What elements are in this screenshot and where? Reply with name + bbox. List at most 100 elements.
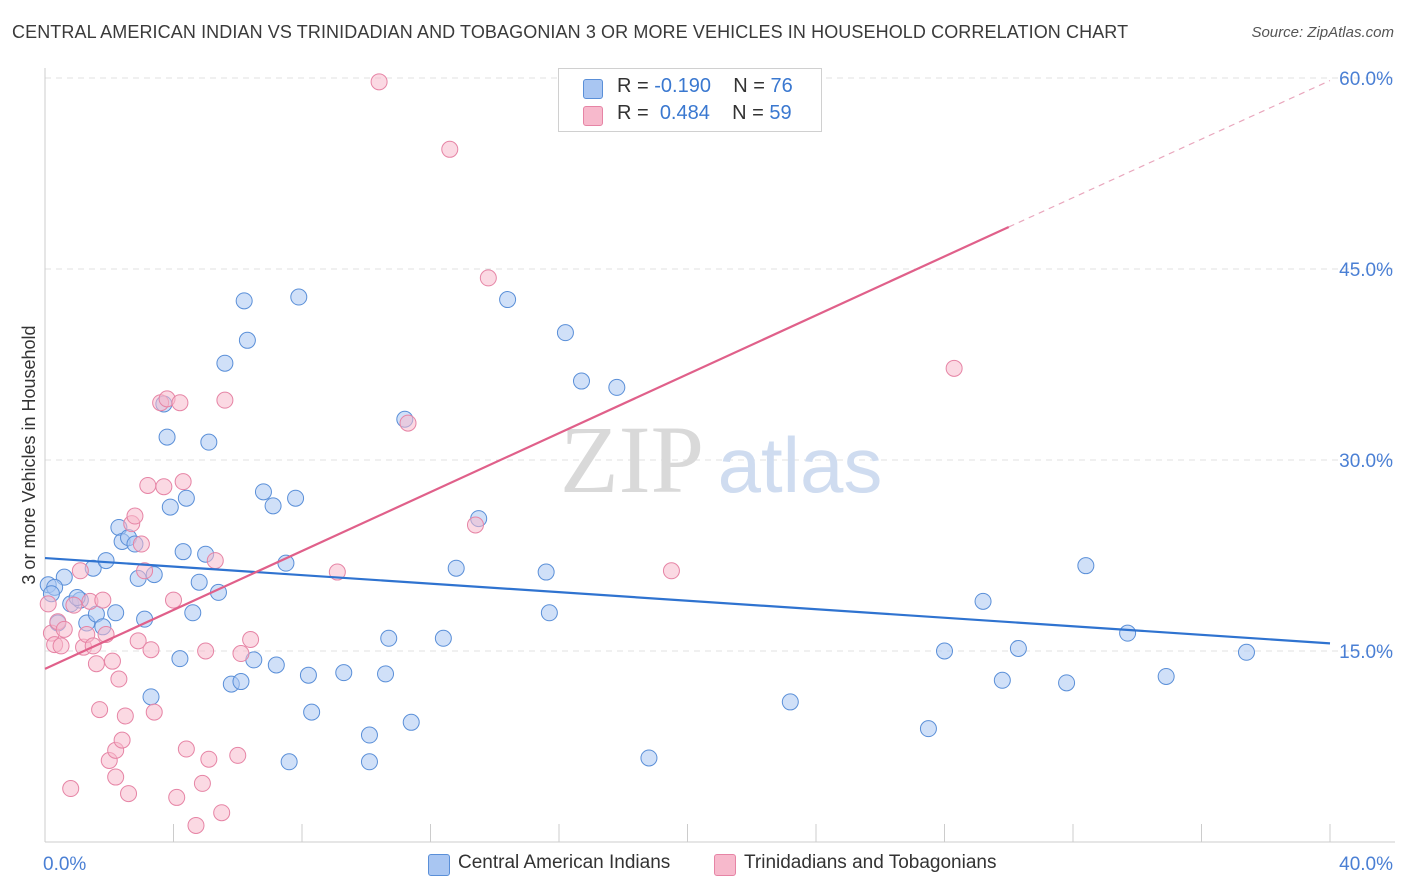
point-central-american-indians [434,629,452,647]
point-central-american-indians [608,378,626,396]
point-trinidadians-tobagonians [71,562,89,580]
bottom-legend-swatch-pink [714,854,736,876]
point-central-american-indians [936,642,953,660]
point-trinidadians-tobagonians [103,652,121,670]
point-central-american-indians [235,292,253,310]
point-trinidadians-tobagonians [662,562,680,580]
point-central-american-indians [360,726,378,744]
trend-line-blue [44,556,1331,645]
trend-line-pink [44,225,1010,670]
point-trinidadians-tobagonians [55,620,73,638]
point-central-american-indians [335,664,353,682]
point-central-american-indians [216,354,234,372]
point-central-american-indians [572,372,590,390]
point-trinidadians-tobagonians [479,269,497,287]
point-central-american-indians [1157,667,1175,685]
point-central-american-indians [280,753,298,771]
legend-r-value-blue: -0.190 [654,75,711,97]
point-central-american-indians [499,291,517,309]
bottom-legend-swatch-blue [428,854,450,876]
point-trinidadians-tobagonians [370,73,388,91]
point-trinidadians-tobagonians [165,591,182,609]
y-tick-label: 30.0% [1339,451,1393,472]
point-trinidadians-tobagonians [187,816,205,834]
point-central-american-indians [1009,639,1027,657]
point-trinidadians-tobagonians [94,591,112,609]
point-central-american-indians [556,324,574,342]
point-central-american-indians [238,331,256,349]
point-trinidadians-tobagonians [142,641,160,659]
legend-n-value-blue: 76 [770,75,793,97]
point-trinidadians-tobagonians [200,750,218,768]
point-central-american-indians [232,673,250,691]
point-trinidadians-tobagonians [110,670,128,688]
point-central-american-indians [190,573,208,591]
point-central-american-indians [1058,674,1076,692]
point-central-american-indians [993,671,1011,689]
bottom-legend-label-pink: Trinidadians and Tobagonians [744,852,997,873]
legend-r-label: R = [617,102,649,124]
point-trinidadians-tobagonians [62,780,80,798]
point-trinidadians-tobagonians [126,507,144,525]
point-central-american-indians [161,498,179,516]
point-trinidadians-tobagonians [107,768,125,786]
point-central-american-indians [171,650,189,668]
chart-source: Source: ZipAtlas.com [1251,24,1394,41]
point-trinidadians-tobagonians [945,359,963,377]
legend-r-label: R = [617,75,649,97]
point-trinidadians-tobagonians [177,740,195,758]
point-central-american-indians [254,483,272,501]
point-central-american-indians [360,753,378,771]
point-trinidadians-tobagonians [129,632,147,650]
legend-swatch-blue [583,79,603,99]
correlation-legend: R = -0.190 N = 76 R = 0.484 N = 59 [558,68,822,132]
point-central-american-indians [97,552,115,570]
point-trinidadians-tobagonians [65,596,83,614]
point-central-american-indians [402,713,420,731]
point-central-american-indians [264,497,282,515]
chart-title: CENTRAL AMERICAN INDIAN VS TRINIDADIAN A… [12,22,1129,42]
point-trinidadians-tobagonians [171,394,189,412]
point-central-american-indians [1119,624,1137,642]
tick-labels: 15.0% 30.0% 45.0% 60.0% 0.0% 40.0% [43,69,1393,875]
point-central-american-indians [781,693,799,711]
point-trinidadians-tobagonians [229,746,247,764]
point-central-american-indians [299,666,317,684]
point-trinidadians-tobagonians [113,731,131,749]
legend-n-label: N = [732,102,764,124]
bottom-legend-label-blue: Central American Indians [458,852,671,873]
watermark-zip: ZIP [560,406,704,513]
point-trinidadians-tobagonians [168,788,186,806]
trend-line-pink-extension [1008,80,1331,228]
point-trinidadians-tobagonians [242,631,260,649]
point-trinidadians-tobagonians [155,478,173,496]
point-trinidadians-tobagonians [216,391,234,409]
point-central-american-indians [537,563,555,581]
trend-lines [44,80,1331,670]
point-central-american-indians [303,703,321,721]
watermark-atlas: atlas [718,421,883,509]
y-tick-label: 45.0% [1339,260,1393,281]
point-trinidadians-tobagonians [87,655,105,673]
point-trinidadians-tobagonians [120,785,138,803]
point-central-american-indians [200,433,218,451]
point-central-american-indians [177,489,195,507]
x-tick-label: 0.0% [43,854,86,875]
point-central-american-indians [1237,643,1255,661]
legend-n-value-pink: 59 [769,102,792,124]
y-axis-label: 3 or more Vehicles in Household [19,325,39,584]
point-trinidadians-tobagonians [206,552,224,570]
point-central-american-indians [540,604,558,622]
point-central-american-indians [184,604,202,622]
point-central-american-indians [640,749,658,767]
gridlines [45,77,1395,652]
legend-swatch-pink [583,106,603,126]
point-central-american-indians [287,489,305,507]
point-central-american-indians [158,428,176,446]
point-trinidadians-tobagonians [197,642,215,660]
data-points [39,73,1255,834]
point-central-american-indians [174,543,192,561]
point-central-american-indians [290,288,308,306]
point-trinidadians-tobagonians [91,701,109,719]
